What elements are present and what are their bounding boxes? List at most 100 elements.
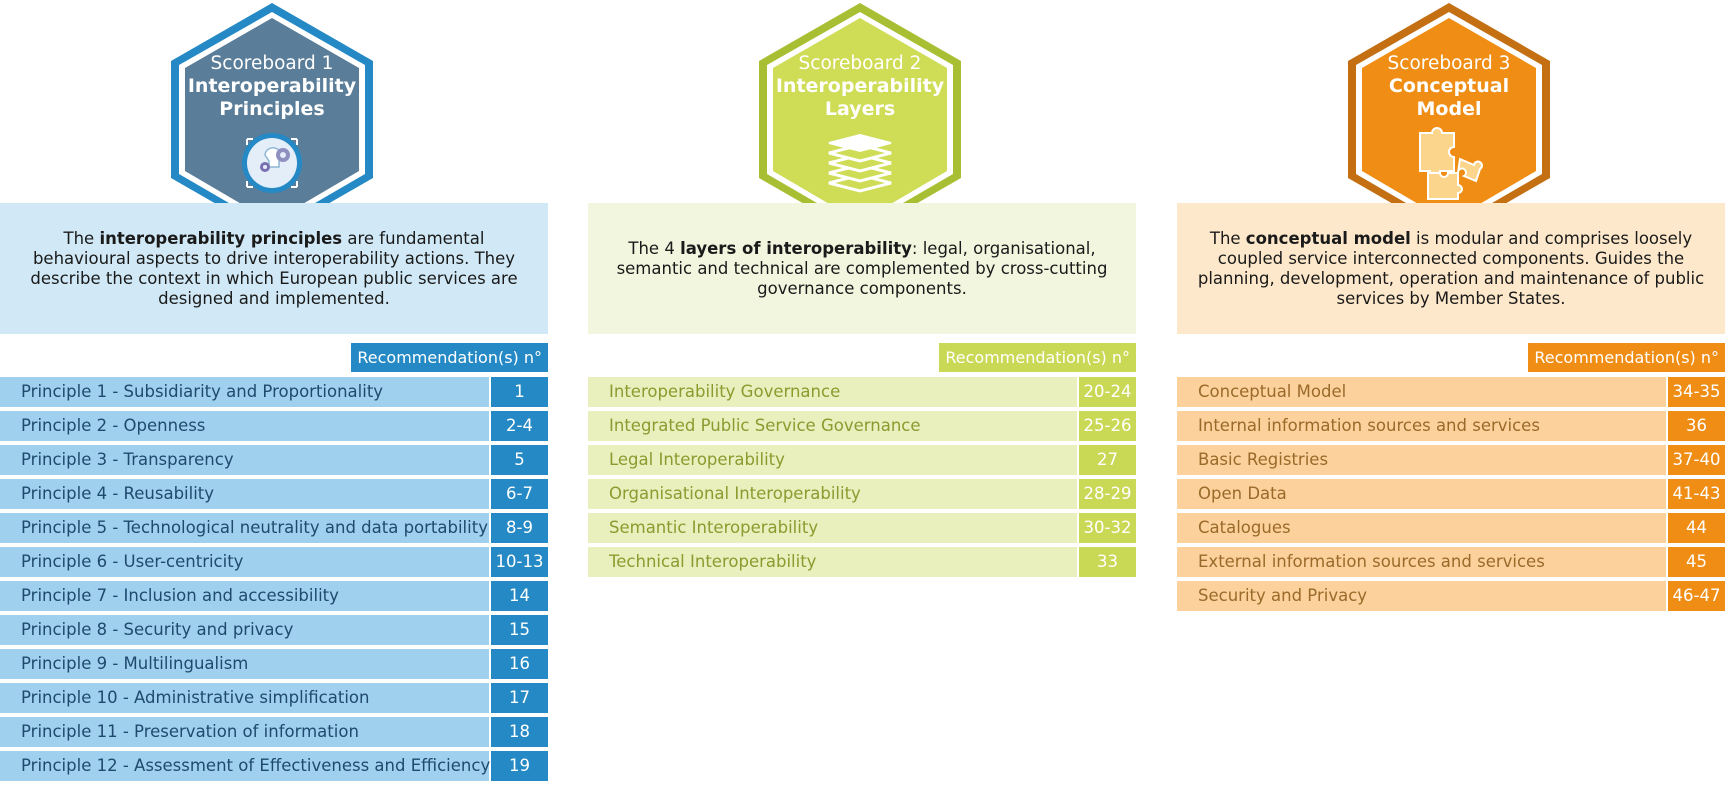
row-label: Principle 5 - Technological neutrality a… [0,513,489,543]
row-label: Integrated Public Service Governance [588,411,1077,441]
row-recommendation-number: 17 [491,683,548,713]
row-recommendation-number: 18 [491,717,548,747]
table-row: Principle 5 - Technological neutrality a… [0,513,548,543]
scoreboard-1-recommendation-header: Recommendation(s) n° [351,343,548,372]
scoreboard-1-description: The interoperability principles are fund… [0,203,548,334]
row-label: Catalogues [1177,513,1666,543]
row-recommendation-number: 1 [491,377,548,407]
table-row: Semantic Interoperability 30-32 [588,513,1136,543]
table-row: Principle 1 - Subsidiarity and Proportio… [0,377,548,407]
scoreboard-3-subtitle-line2: Model [1416,98,1482,120]
row-recommendation-number: 20-24 [1079,377,1136,407]
scoreboard-2-recommendation-header: Recommendation(s) n° [939,343,1136,372]
table-row: Integrated Public Service Governance 25-2… [588,411,1136,441]
scoreboard-3-desc-bold: conceptual model [1245,228,1411,248]
table-row: Principle 11 - Preservation of informati… [0,717,548,747]
row-label: Basic Registries [1177,445,1666,475]
table-row: Security and Privacy 46-47 [1177,581,1725,611]
row-label: Conceptual Model [1177,377,1666,407]
table-row: Internal information sources and service… [1177,411,1725,441]
row-recommendation-number: 16 [491,649,548,679]
row-label: Principle 8 - Security and privacy [0,615,489,645]
scoreboard-2-desc-bold: layers of interoperability [680,238,912,258]
scoreboard-1-desc-after: are fundamental behavioural aspects to d… [30,228,518,308]
scoreboard-3-description: The conceptual model is modular and comp… [1177,203,1725,334]
row-recommendation-number: 30-32 [1079,513,1136,543]
row-label: Principle 12 - Assessment of Effectivene… [0,751,490,781]
table-row: Principle 10 - Administrative simplifica… [0,683,548,713]
scoreboard-2-desc-before: The 4 [628,238,681,258]
table-row: Interoperability Governance 20-24 [588,377,1136,407]
row-recommendation-number: 28-29 [1079,479,1136,509]
table-row: Principle 2 - Openness 2-4 [0,411,548,441]
row-recommendation-number: 37-40 [1668,445,1725,475]
row-recommendation-number: 14 [491,581,548,611]
table-row: Legal Interoperability 27 [588,445,1136,475]
table-row: Basic Registries 37-40 [1177,445,1725,475]
scoreboard-2-description: The 4 layers of interoperability: legal,… [588,203,1136,334]
row-recommendation-number: 41-43 [1668,479,1725,509]
table-row: Organisational Interoperability 28-29 [588,479,1136,509]
row-label: Organisational Interoperability [588,479,1077,509]
lightbulb-gears-icon [235,125,309,201]
scoreboard-1-desc-before: The [63,228,100,248]
scoreboard-3-hexagon: Scoreboard 3 Conceptual Model [1344,0,1554,240]
scoreboard-2-hexagon: Scoreboard 2 Interoperability Layers [755,0,965,240]
table-row: Principle 6 - User-centricity 10-13 [0,547,548,577]
row-recommendation-number: 15 [491,615,548,645]
row-label: Security and Privacy [1177,581,1666,611]
table-row: Technical Interoperability 33 [588,547,1136,577]
row-label: Principle 2 - Openness [0,411,489,441]
scoreboard-3-desc-before: The [1209,228,1246,248]
scoreboard-2-subtitle-line1: Interoperability [775,75,945,97]
scoreboard-2-title: Scoreboard 2 [798,53,922,74]
puzzle-icon [1412,125,1486,201]
table-row: Principle 7 - Inclusion and accessibilit… [0,581,548,611]
scoreboard-3-recommendation-header: Recommendation(s) n° [1528,343,1725,372]
scoreboard-2-heading: Scoreboard 2 Interoperability Layers [755,52,965,121]
table-row: Open Data 41-43 [1177,479,1725,509]
scoreboard-1-subtitle-line2: Principles [219,98,325,120]
row-recommendation-number: 5 [491,445,548,475]
row-label: Internal information sources and service… [1177,411,1666,441]
row-recommendation-number: 6-7 [491,479,548,509]
scoreboard-1-title: Scoreboard 1 [210,53,334,74]
row-label: Technical Interoperability [588,547,1077,577]
row-recommendation-number: 34-35 [1668,377,1725,407]
row-label: Principle 7 - Inclusion and accessibilit… [0,581,489,611]
table-row: Principle 4 - Reusability 6-7 [0,479,548,509]
table-row: External information sources and service… [1177,547,1725,577]
row-label: Principle 10 - Administrative simplifica… [0,683,489,713]
row-label: Legal Interoperability [588,445,1077,475]
row-recommendation-number: 44 [1668,513,1725,543]
row-label: Principle 6 - User-centricity [0,547,489,577]
row-label: Open Data [1177,479,1666,509]
row-recommendation-number: 25-26 [1079,411,1136,441]
row-label: Principle 3 - Transparency [0,445,489,475]
table-row: Principle 12 - Assessment of Effectivene… [0,751,548,781]
row-recommendation-number: 27 [1079,445,1136,475]
row-label: External information sources and service… [1177,547,1666,577]
table-row: Catalogues 44 [1177,513,1725,543]
scoreboard-3-heading: Scoreboard 3 Conceptual Model [1344,52,1554,121]
row-recommendation-number: 8-9 [491,513,548,543]
row-recommendation-number: 33 [1079,547,1136,577]
row-recommendation-number: 2-4 [491,411,548,441]
row-recommendation-number: 19 [491,751,548,781]
table-row: Principle 9 - Multilingualism 16 [0,649,548,679]
row-label: Interoperability Governance [588,377,1077,407]
scoreboard-3-title: Scoreboard 3 [1387,53,1511,74]
scoreboard-3-subtitle-line1: Conceptual [1388,75,1510,97]
row-recommendation-number: 36 [1668,411,1725,441]
table-row: Principle 3 - Transparency 5 [0,445,548,475]
scoreboard-1-hexagon: Scoreboard 1 Interoperability Principles [167,0,377,240]
row-label: Principle 9 - Multilingualism [0,649,489,679]
scoreboard-1-subtitle-line1: Interoperability [187,75,357,97]
table-row: Principle 8 - Security and privacy 15 [0,615,548,645]
scoreboard-1-desc-bold: interoperability principles [99,228,343,248]
row-recommendation-number: 45 [1668,547,1725,577]
layers-icon [823,125,897,201]
row-label: Principle 11 - Preservation of informati… [0,717,489,747]
row-label: Semantic Interoperability [588,513,1077,543]
scoreboard-2-subtitle-line2: Layers [824,98,896,120]
